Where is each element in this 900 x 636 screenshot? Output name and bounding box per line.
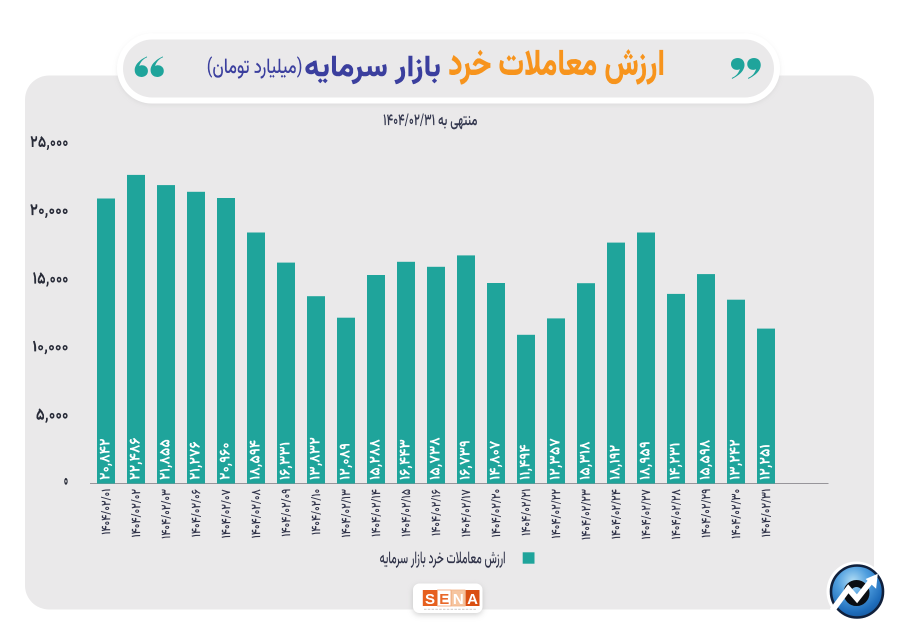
svg-text:S: S xyxy=(425,591,435,608)
svg-text:E: E xyxy=(439,591,449,608)
svg-text:N: N xyxy=(453,591,464,608)
svg-text:A: A xyxy=(467,591,478,608)
